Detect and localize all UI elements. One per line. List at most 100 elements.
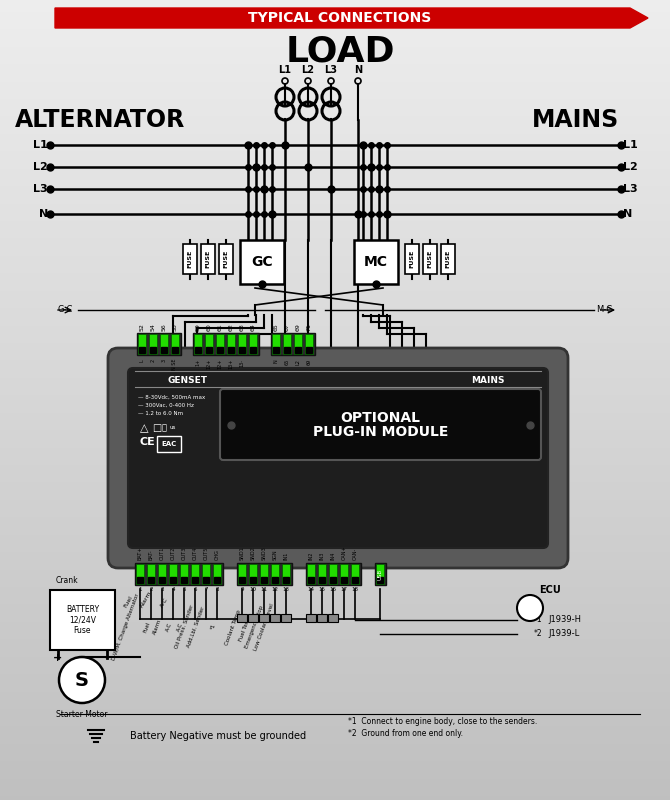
Bar	[0, 229, 670, 230]
Bar	[0, 0, 670, 1]
Bar	[0, 776, 670, 777]
Bar	[0, 50, 670, 51]
Bar	[0, 709, 670, 710]
Bar	[0, 576, 670, 577]
Text: 15: 15	[318, 587, 326, 592]
Text: 12: 12	[271, 587, 279, 592]
Bar	[0, 711, 670, 712]
Bar	[0, 93, 670, 94]
Bar	[0, 343, 670, 344]
Bar	[0, 10, 670, 11]
Bar	[0, 265, 670, 266]
Bar	[0, 198, 670, 199]
Bar	[0, 577, 670, 578]
Bar	[0, 665, 670, 666]
Bar	[0, 223, 670, 224]
Bar	[0, 638, 670, 639]
Text: A-C: A-C	[176, 622, 184, 632]
Bar	[0, 531, 670, 532]
Bar	[0, 166, 670, 167]
Bar	[0, 290, 670, 291]
Bar	[0, 530, 670, 531]
Bar	[0, 516, 670, 517]
Bar	[0, 668, 670, 669]
Bar	[0, 193, 670, 194]
Bar	[147, 564, 155, 584]
Bar	[0, 401, 670, 402]
Bar	[0, 382, 670, 383]
Bar	[0, 655, 670, 656]
Bar	[183, 244, 197, 274]
Bar	[0, 268, 670, 269]
Bar	[0, 440, 670, 441]
Bar	[0, 583, 670, 584]
Bar	[0, 635, 670, 636]
Bar	[0, 420, 670, 421]
Text: *1: *1	[210, 623, 217, 630]
Bar	[0, 448, 670, 449]
Bar	[0, 436, 670, 437]
Bar	[0, 262, 670, 263]
Bar	[0, 453, 670, 454]
Bar	[0, 388, 670, 389]
Bar	[318, 564, 326, 584]
Bar	[0, 486, 670, 487]
Bar	[0, 170, 670, 171]
Bar	[0, 120, 670, 121]
Bar	[0, 673, 670, 674]
Text: L2: L2	[302, 65, 314, 75]
Bar	[0, 498, 670, 499]
Bar	[0, 212, 670, 213]
Bar	[0, 125, 670, 126]
Bar	[0, 451, 670, 452]
Bar	[0, 784, 670, 785]
Bar	[0, 89, 670, 90]
Bar	[0, 263, 670, 264]
Bar	[351, 564, 359, 584]
Bar	[0, 242, 670, 243]
Bar	[0, 584, 670, 585]
Bar	[0, 413, 670, 414]
Bar	[0, 575, 670, 576]
Bar	[0, 640, 670, 641]
Bar	[0, 532, 670, 533]
Bar	[0, 375, 670, 376]
Bar	[0, 795, 670, 796]
Bar	[0, 225, 670, 226]
Bar	[282, 564, 290, 584]
Bar	[0, 175, 670, 176]
Bar	[0, 415, 670, 416]
Bar	[0, 77, 670, 78]
Bar	[0, 460, 670, 461]
Text: D-W/M. Charge Alternator: D-W/M. Charge Alternator	[111, 593, 140, 661]
Text: — 8-30Vdc, 500mA max: — 8-30Vdc, 500mA max	[138, 395, 205, 400]
Bar	[0, 253, 670, 254]
Bar	[0, 194, 670, 195]
Bar	[0, 424, 670, 425]
Bar	[0, 207, 670, 208]
Bar	[0, 140, 670, 141]
Text: 2: 2	[149, 587, 153, 592]
Bar	[0, 745, 670, 746]
Bar	[0, 728, 670, 729]
Bar	[0, 748, 670, 749]
Bar	[0, 53, 670, 54]
Text: 9: 9	[241, 587, 244, 592]
Bar	[0, 192, 670, 193]
Bar	[0, 484, 670, 485]
Bar	[0, 360, 670, 361]
Bar	[0, 83, 670, 84]
Bar	[0, 663, 670, 664]
Text: 58: 58	[172, 323, 178, 331]
Bar	[0, 746, 670, 747]
Bar	[0, 259, 670, 260]
Bar	[0, 736, 670, 737]
Text: 5: 5	[182, 587, 186, 592]
Bar	[0, 706, 670, 707]
Text: △: △	[140, 423, 149, 433]
Bar	[0, 688, 670, 689]
Bar	[0, 11, 670, 12]
Bar	[0, 219, 670, 220]
Bar	[0, 381, 670, 382]
Bar	[0, 236, 670, 237]
